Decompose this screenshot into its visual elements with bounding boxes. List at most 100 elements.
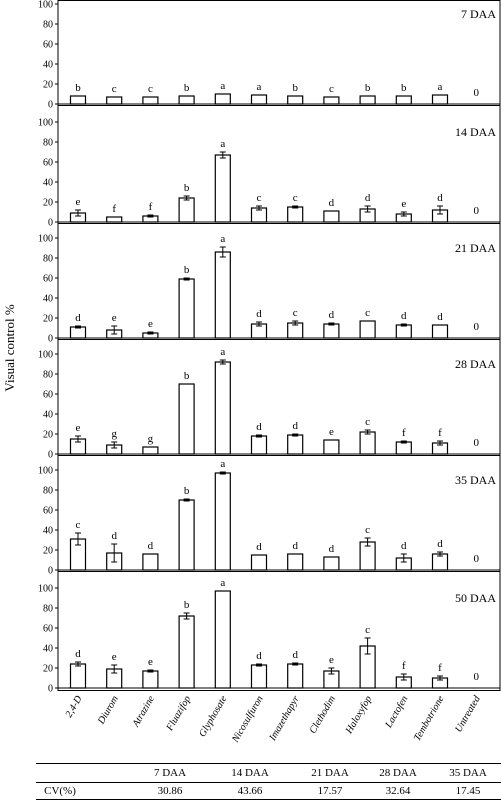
y-tick-label: 100 bbox=[38, 350, 53, 361]
significance-letter: d bbox=[148, 540, 154, 552]
bar-imazethapyr bbox=[287, 95, 304, 105]
zero-label: 0 bbox=[473, 553, 479, 565]
panel-title-14-daa: 14 DAA bbox=[455, 125, 496, 139]
category-label-clethodim: Clethodim bbox=[308, 694, 338, 736]
significance-letter: a bbox=[220, 458, 225, 470]
y-tick-label: 80 bbox=[43, 20, 53, 31]
y-tick-label: 40 bbox=[43, 294, 53, 305]
category-label-nicosulfuron: Nicosulfuron bbox=[230, 694, 266, 745]
significance-letter: e bbox=[76, 422, 81, 434]
bar-nicosulfuron bbox=[250, 554, 268, 571]
bar-2-4-d bbox=[69, 326, 87, 339]
category-label-haloxyfop: Haloxyfop bbox=[343, 694, 374, 736]
significance-letter: a bbox=[438, 81, 443, 93]
category-label-tembotrione: Tembotrione bbox=[412, 694, 447, 743]
panel-title-7-daa: 7 DAA bbox=[461, 7, 496, 21]
bar-haloxyfop bbox=[359, 320, 376, 339]
significance-letter: d bbox=[401, 540, 407, 552]
y-tick-label: 0 bbox=[48, 450, 53, 461]
bar-glyphosate bbox=[214, 361, 231, 455]
zero-label: 0 bbox=[473, 205, 479, 217]
zero-label: 0 bbox=[473, 671, 479, 683]
significance-letter: e bbox=[329, 654, 334, 666]
category-label-glyphosate: Glyphosate bbox=[197, 694, 230, 739]
bar-nicosulfuron bbox=[250, 435, 268, 455]
bar-2-4-d bbox=[69, 663, 87, 689]
cv-header-7daa: 7 DAA bbox=[153, 767, 187, 779]
significance-letter: f bbox=[149, 201, 153, 213]
significance-letter: c bbox=[365, 307, 370, 319]
bar-imazethapyr bbox=[287, 663, 304, 689]
bar-imazethapyr bbox=[287, 206, 304, 223]
multi-panel-bar-chart: 0 20 40 60 80 100 7 DAA b c c b a a b c b b a 0 0 20 40 60 80 10… bbox=[38, 0, 501, 745]
bar-2-4-d bbox=[69, 95, 87, 105]
y-tick-label: 60 bbox=[43, 158, 53, 169]
significance-letter: b bbox=[292, 82, 298, 94]
cv-value-21daa: 17.57 bbox=[317, 785, 343, 797]
bar-atrazine bbox=[142, 670, 159, 689]
significance-letter: d bbox=[256, 308, 262, 320]
significance-letter: d bbox=[401, 310, 407, 322]
bar-clethodim bbox=[323, 210, 340, 223]
bar-imazethapyr bbox=[287, 553, 304, 571]
bar-lactofen bbox=[395, 324, 412, 339]
significance-letter: e bbox=[112, 312, 117, 324]
bar-diurom bbox=[106, 96, 123, 105]
cv-value-35daa: 17.45 bbox=[455, 785, 481, 797]
table-rule-mid bbox=[36, 782, 501, 783]
significance-letter: d bbox=[329, 197, 335, 209]
significance-letter: c bbox=[257, 192, 262, 204]
significance-letter: d bbox=[437, 192, 443, 204]
significance-letter: b bbox=[401, 82, 407, 94]
cv-row-label: CV(%) bbox=[44, 785, 76, 797]
significance-letter: a bbox=[257, 81, 262, 93]
significance-letter: a bbox=[220, 233, 225, 245]
bar-diurom bbox=[106, 216, 123, 223]
y-tick-label: 40 bbox=[43, 644, 53, 655]
y-tick-label: 60 bbox=[43, 624, 53, 635]
bar-glyphosate bbox=[214, 154, 231, 223]
bar-atrazine bbox=[142, 553, 159, 571]
bar-imazethapyr bbox=[287, 434, 304, 455]
significance-letter: b bbox=[184, 370, 190, 382]
bar-fluazifop bbox=[178, 615, 195, 689]
cv-header-28daa: 28 DAA bbox=[379, 767, 417, 779]
bar-atrazine bbox=[142, 96, 159, 105]
significance-letter: c bbox=[365, 624, 370, 636]
significance-letter: g bbox=[148, 433, 154, 445]
significance-letter: d bbox=[75, 648, 81, 660]
zero-label: 0 bbox=[473, 437, 479, 449]
bar-tembotrione bbox=[431, 324, 449, 339]
panel-frame bbox=[57, 0, 501, 691]
y-tick-label: 20 bbox=[43, 80, 53, 91]
bar-haloxyfop bbox=[359, 95, 376, 105]
zero-label: 0 bbox=[473, 87, 479, 99]
bar-clethodim bbox=[323, 323, 340, 339]
significance-letter: d bbox=[256, 650, 262, 662]
significance-letter: b bbox=[184, 264, 190, 276]
significance-letter: e bbox=[112, 651, 117, 663]
panel-title-50-daa: 50 DAA bbox=[455, 591, 496, 605]
cv-header-14daa: 14 DAA bbox=[231, 767, 269, 779]
table-rule-top bbox=[36, 763, 501, 764]
y-tick-label: 80 bbox=[43, 604, 53, 615]
bar-glyphosate bbox=[214, 93, 231, 105]
bar-clethodim bbox=[323, 556, 340, 571]
y-tick-label: 60 bbox=[43, 390, 53, 401]
bar-clethodim bbox=[323, 439, 340, 455]
significance-letter: d bbox=[329, 309, 335, 321]
y-tick-label: 100 bbox=[38, 466, 53, 477]
significance-letter: c bbox=[293, 307, 298, 319]
bar-tembotrione bbox=[431, 94, 449, 105]
significance-letter: c bbox=[76, 519, 81, 531]
cv-value-28daa: 32.64 bbox=[385, 785, 411, 797]
cv-value-7daa: 30.86 bbox=[157, 785, 183, 797]
significance-letter: d bbox=[292, 420, 298, 432]
cv-table: 7 DAA 14 DAA 21 DAA 28 DAA 35 DAA CV(%) … bbox=[0, 763, 501, 800]
category-label-untreated: Untreated bbox=[453, 693, 483, 734]
bar-fluazifop bbox=[178, 383, 195, 455]
significance-letter: b bbox=[75, 82, 81, 94]
significance-letter: b bbox=[184, 182, 190, 194]
bar-nicosulfuron bbox=[250, 664, 268, 689]
significance-letter: d bbox=[256, 421, 262, 433]
